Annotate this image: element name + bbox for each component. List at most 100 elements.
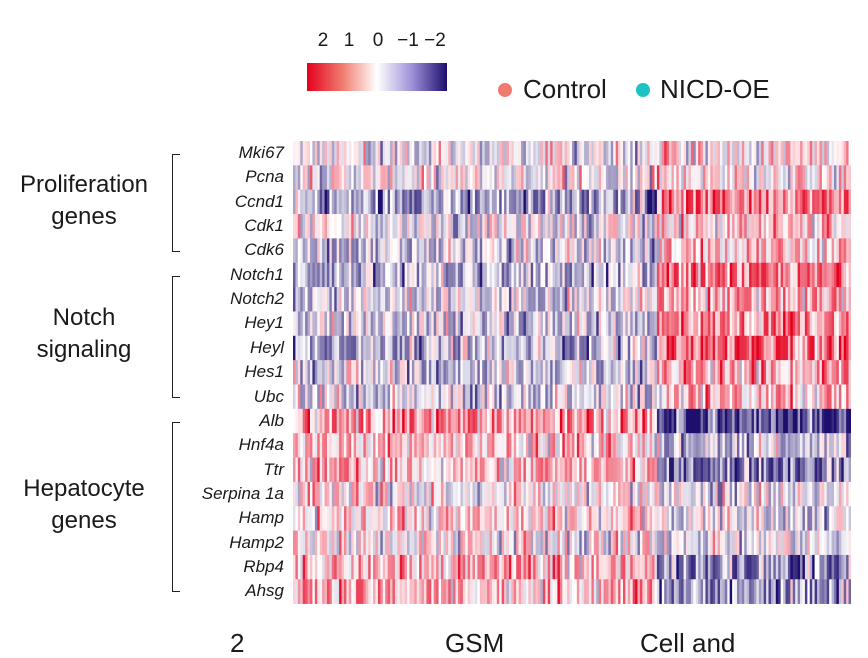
heatmap-cell bbox=[656, 141, 660, 166]
heatmap-cell bbox=[414, 287, 418, 312]
heatmap-cell bbox=[700, 408, 704, 434]
heatmap-cell bbox=[698, 506, 701, 531]
heatmap-cell bbox=[562, 214, 566, 239]
heatmap-cell bbox=[838, 311, 842, 337]
heatmap-cell bbox=[567, 530, 570, 556]
heatmap-cell bbox=[455, 238, 459, 264]
heatmap-cell bbox=[448, 554, 452, 580]
heatmap-cell bbox=[499, 384, 502, 410]
heatmap-cell bbox=[416, 238, 420, 264]
heatmap-cell bbox=[724, 335, 728, 361]
heatmap-cell bbox=[494, 457, 498, 483]
heatmap-cell bbox=[724, 238, 728, 264]
heatmap-cell bbox=[574, 238, 578, 264]
heatmap-cell bbox=[584, 214, 587, 239]
heatmap-cell bbox=[778, 579, 781, 604]
heatmap-cell bbox=[666, 408, 670, 434]
heatmap-cell bbox=[661, 481, 665, 507]
heatmap-cell bbox=[535, 287, 539, 312]
heatmap-cell bbox=[465, 287, 469, 312]
heatmap-cell bbox=[487, 506, 490, 531]
heatmap-cell bbox=[484, 141, 488, 166]
heatmap-cell bbox=[572, 506, 575, 531]
heatmap-cell bbox=[715, 335, 718, 361]
heatmap-cell bbox=[484, 189, 488, 215]
heatmap-cell bbox=[479, 384, 483, 410]
heatmap-cell bbox=[523, 189, 527, 215]
heatmap-cell bbox=[467, 408, 471, 434]
heatmap-cell bbox=[773, 554, 777, 580]
heatmap-cell bbox=[812, 457, 815, 483]
heatmap-cell bbox=[593, 408, 597, 434]
heatmap-cell bbox=[826, 433, 830, 458]
heatmap-cell bbox=[457, 287, 461, 312]
heatmap-cell bbox=[608, 165, 612, 190]
heatmap-cell bbox=[416, 262, 420, 288]
heatmap-cell bbox=[356, 360, 359, 385]
heatmap-cell bbox=[572, 141, 575, 166]
heatmap-cell bbox=[795, 554, 798, 580]
heatmap-cell bbox=[838, 530, 842, 556]
heatmap-cell bbox=[433, 530, 437, 556]
heatmap-cell bbox=[472, 530, 476, 556]
heatmap-cell bbox=[681, 579, 684, 604]
heatmap-cell bbox=[314, 165, 318, 190]
heatmap-cell bbox=[814, 360, 818, 385]
heatmap-cell bbox=[501, 408, 505, 434]
heatmap-cell bbox=[419, 141, 422, 166]
heatmap-cell bbox=[460, 481, 464, 507]
heatmap-cell bbox=[516, 506, 519, 531]
heatmap-cell bbox=[387, 238, 391, 264]
heatmap-cell bbox=[666, 579, 670, 604]
heatmap-cell bbox=[460, 408, 464, 434]
heatmap-cell bbox=[414, 189, 418, 215]
heatmap-cell bbox=[567, 457, 570, 483]
heatmap-cell bbox=[605, 360, 609, 385]
heatmap-cell bbox=[470, 335, 473, 361]
heatmap-cell bbox=[533, 287, 536, 312]
heatmap-cell bbox=[506, 189, 510, 215]
heatmap-cell bbox=[610, 481, 614, 507]
heatmap-cell bbox=[467, 360, 471, 385]
heatmap-cell bbox=[596, 408, 600, 434]
heatmap-cell bbox=[295, 214, 299, 239]
heatmap-cell bbox=[758, 506, 762, 531]
heatmap-cell bbox=[428, 457, 432, 483]
heatmap-cell bbox=[715, 238, 718, 264]
heatmap-cell bbox=[581, 408, 585, 434]
heatmap-cell bbox=[489, 433, 493, 458]
heatmap-cell bbox=[649, 384, 653, 410]
heatmap-cell bbox=[678, 141, 682, 166]
heatmap-cell bbox=[778, 384, 781, 410]
gene-label-mki67: Mki67 bbox=[238, 143, 284, 162]
heatmap-cell bbox=[305, 141, 308, 166]
heatmap-cell bbox=[450, 141, 454, 166]
heatmap-cell bbox=[635, 335, 638, 361]
heatmap-cell bbox=[812, 579, 815, 604]
heatmap-cell bbox=[557, 408, 561, 434]
heatmap-cell bbox=[397, 481, 401, 507]
heatmap-cell bbox=[334, 189, 338, 215]
heatmap-cell bbox=[613, 481, 617, 507]
heatmap-cell bbox=[732, 481, 735, 507]
heatmap-cell bbox=[683, 189, 687, 215]
heatmap-cell bbox=[707, 481, 711, 507]
heatmap-cell bbox=[501, 554, 505, 580]
heatmap-cell bbox=[804, 579, 808, 604]
heatmap-cell bbox=[445, 506, 449, 531]
heatmap-cell bbox=[489, 238, 493, 264]
heatmap-cell bbox=[780, 165, 784, 190]
heatmap-cell bbox=[542, 165, 546, 190]
heatmap-cell bbox=[377, 214, 381, 239]
heatmap-cell bbox=[506, 433, 510, 458]
heatmap-cell bbox=[496, 457, 500, 483]
heatmap-cell bbox=[521, 141, 524, 166]
heatmap-cell bbox=[744, 311, 748, 337]
heatmap-cell bbox=[448, 530, 452, 556]
heatmap-cell bbox=[360, 506, 364, 531]
heatmap-cell bbox=[819, 335, 823, 361]
heatmap-cell bbox=[581, 214, 585, 239]
heatmap-cell bbox=[559, 189, 563, 215]
heatmap-cell bbox=[649, 506, 653, 531]
heatmap-cell bbox=[550, 384, 553, 410]
